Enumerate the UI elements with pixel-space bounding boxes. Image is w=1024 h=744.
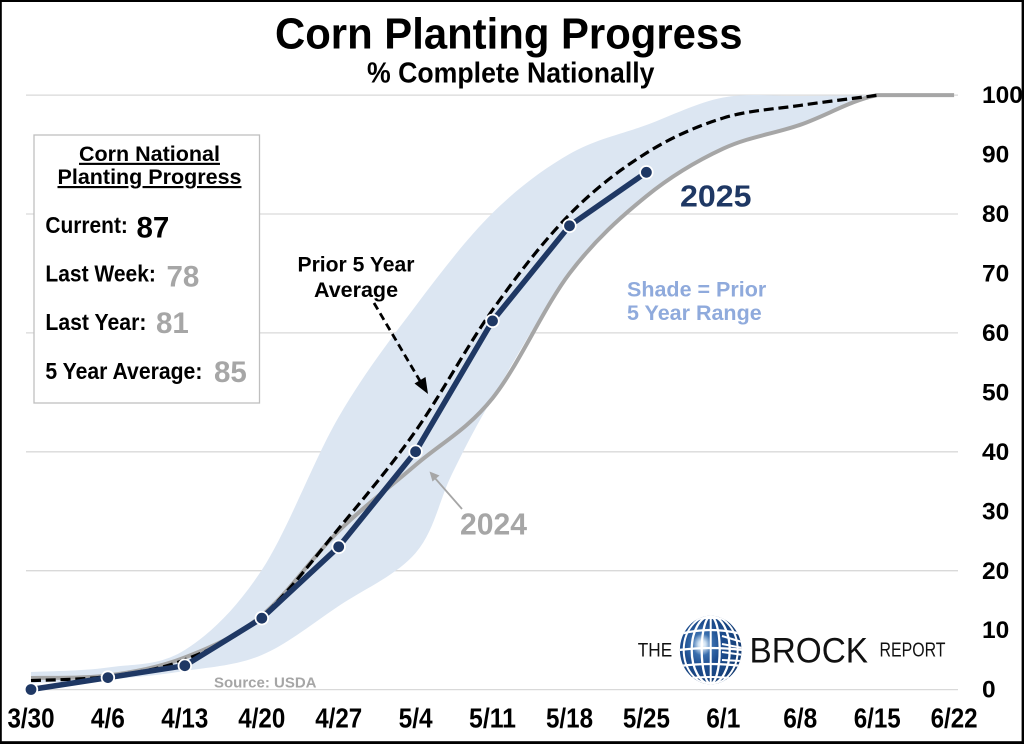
- svg-text:5 Year Average:: 5 Year Average:: [45, 358, 202, 384]
- svg-text:Prior 5 Year: Prior 5 Year: [298, 253, 416, 277]
- svg-text:100: 100: [982, 82, 1023, 109]
- svg-text:5/25: 5/25: [623, 703, 670, 734]
- svg-text:5/4: 5/4: [399, 703, 433, 734]
- svg-text:70: 70: [982, 261, 1009, 288]
- svg-text:0: 0: [982, 677, 996, 704]
- svg-text:Corn National: Corn National: [79, 142, 220, 166]
- svg-text:60: 60: [982, 320, 1009, 347]
- svg-text:85: 85: [214, 356, 247, 389]
- svg-text:REPORT: REPORT: [880, 640, 946, 662]
- svg-text:81: 81: [156, 307, 189, 340]
- svg-text:Corn Planting Progress: Corn Planting Progress: [275, 9, 743, 58]
- svg-text:5/18: 5/18: [546, 703, 593, 734]
- svg-text:BROCK: BROCK: [750, 632, 869, 671]
- svg-text:Shade = Prior: Shade = Prior: [627, 278, 767, 302]
- svg-text:6/15: 6/15: [854, 703, 901, 734]
- svg-text:50: 50: [982, 379, 1009, 406]
- svg-text:90: 90: [982, 142, 1009, 169]
- svg-text:6/22: 6/22: [931, 703, 978, 734]
- svg-text:2025: 2025: [680, 179, 752, 214]
- svg-text:20: 20: [982, 558, 1009, 585]
- svg-text:4/27: 4/27: [315, 703, 362, 734]
- svg-text:6/1: 6/1: [706, 703, 740, 734]
- svg-text:4/20: 4/20: [238, 703, 285, 734]
- svg-text:30: 30: [982, 498, 1009, 525]
- svg-text:4/13: 4/13: [161, 703, 208, 734]
- svg-text:Average: Average: [314, 278, 398, 302]
- svg-text:80: 80: [982, 201, 1009, 228]
- svg-text:10: 10: [982, 617, 1009, 644]
- svg-text:87: 87: [137, 212, 170, 245]
- svg-text:Last Week:: Last Week:: [45, 260, 155, 286]
- svg-text:5 Year Range: 5 Year Range: [627, 301, 762, 325]
- svg-text:Source: USDA: Source: USDA: [214, 675, 317, 692]
- svg-text:5/11: 5/11: [469, 703, 516, 734]
- svg-text:4/6: 4/6: [91, 703, 125, 734]
- svg-text:78: 78: [167, 261, 200, 294]
- svg-text:2024: 2024: [460, 506, 528, 541]
- svg-text:% Complete Nationally: % Complete Nationally: [367, 58, 655, 90]
- svg-text:3/30: 3/30: [8, 703, 55, 734]
- svg-text:Current:: Current:: [45, 212, 128, 238]
- svg-text:THE: THE: [638, 640, 672, 662]
- svg-text:40: 40: [982, 439, 1009, 466]
- svg-text:Last Year:: Last Year:: [45, 309, 146, 335]
- svg-text:6/8: 6/8: [783, 703, 817, 734]
- svg-text:Planting Progress: Planting Progress: [58, 165, 242, 189]
